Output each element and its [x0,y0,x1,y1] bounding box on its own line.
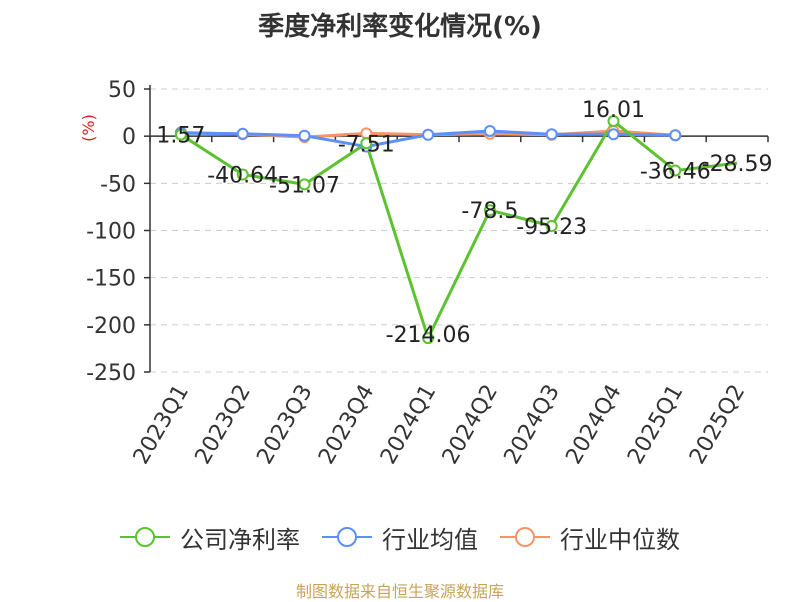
legend-item-industry-mean[interactable]: 行业均值 [322,520,478,555]
chart-title: 季度净利率变化情况(%) [258,12,542,42]
series-line-0 [180,119,738,340]
x-tick-label: 2024Q4 [561,381,626,469]
data-label: -214.06 [386,323,471,348]
legend-item-industry-median[interactable]: 行业中位数 [500,520,680,555]
data-point-1 [607,128,620,141]
data-point-0 [545,220,558,233]
data-point-1 [422,128,435,141]
y-tick-label: -250 [86,361,136,386]
x-tick-label: 2025Q1 [623,381,688,469]
data-point-0 [483,204,496,217]
data-point-0 [360,137,373,150]
legend-swatch-industry-median [500,525,550,549]
data-label: -95.23 [516,215,587,240]
legend-label-company: 公司净利率 [180,525,300,554]
data-point-1 [236,127,249,140]
y-tick-label: 50 [108,78,136,103]
y-tick-label: -100 [86,220,136,245]
data-point-0 [422,332,435,345]
y-tick-label: -150 [86,267,136,292]
data-point-0 [669,164,682,177]
data-point-1 [669,129,682,142]
x-tick-label: 2023Q2 [191,381,256,469]
y-axis-label: (%) [79,114,98,142]
x-tick-label: 2024Q2 [438,381,503,469]
y-tick-label: -200 [86,314,136,339]
data-label: 1.57 [156,124,205,149]
y-tick-label: 0 [122,125,136,150]
legend-label-industry-mean: 行业均值 [382,525,478,554]
x-tick-label: 2024Q1 [376,380,441,468]
x-tick-label: 2024Q3 [500,381,565,469]
legend-item-company[interactable]: 公司净利率 [120,520,300,555]
data-label: -78.5 [461,199,518,224]
data-point-0 [236,168,249,181]
data-label: -36.46 [640,160,711,185]
data-point-0 [298,178,311,191]
y-tick-label: -50 [100,172,136,197]
data-label: 16.01 [582,98,645,123]
legend-swatch-company [120,525,170,549]
data-point-0 [174,128,187,141]
legend: 公司净利率 行业均值 行业中位数 [0,520,800,554]
data-point-1 [545,128,558,141]
data-label: -28.59 [702,152,773,177]
data-label: -7.51 [338,132,395,157]
x-tick-label: 2023Q4 [314,381,379,469]
data-point-1 [298,129,311,142]
x-tick-label: 2023Q3 [252,381,317,469]
data-label: -51.07 [269,173,340,198]
legend-swatch-industry-mean [322,525,372,549]
legend-label-industry-median: 行业中位数 [560,525,680,554]
data-point-1 [483,124,496,137]
source-note: 制图数据来自恒生聚源数据库 [295,582,504,601]
x-tick-label: 2025Q2 [685,381,750,469]
x-tick-label: 2023Q1 [129,381,194,469]
data-point-0 [607,115,620,128]
data-label: -40.64 [207,164,278,189]
